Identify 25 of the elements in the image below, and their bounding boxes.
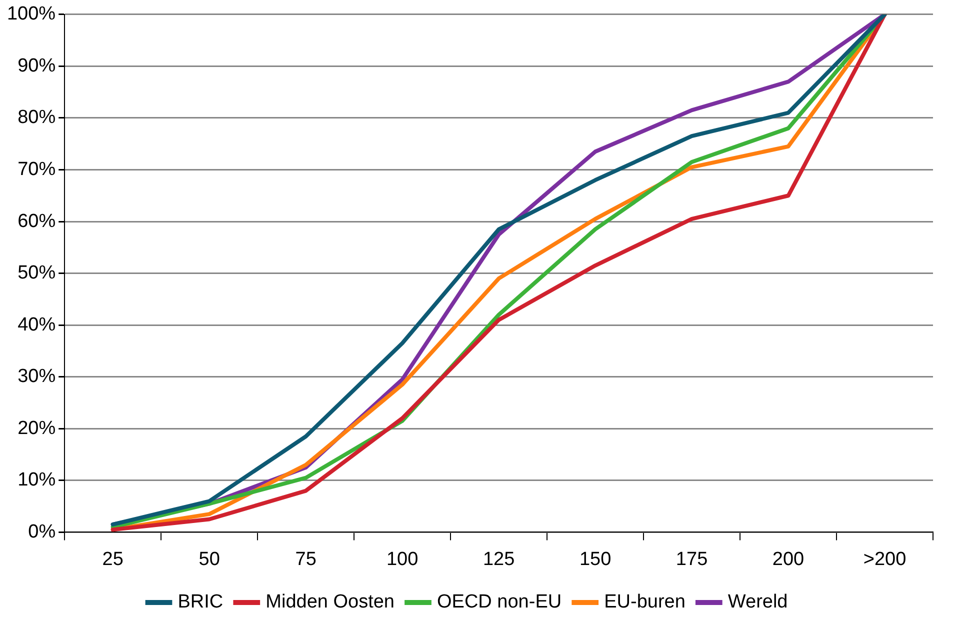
x-tick-label: 50 [198, 548, 220, 570]
x-tick-label: 175 [676, 548, 708, 570]
legend-label: OECD non-EU [437, 592, 562, 613]
x-tick-label: 200 [772, 548, 804, 570]
legend-label: Midden Oosten [266, 592, 395, 613]
x-tick-label: 125 [482, 548, 515, 570]
y-tick-label: 100% [6, 4, 56, 25]
y-tick-label: 30% [18, 366, 56, 388]
x-tick-label: 150 [579, 548, 612, 570]
y-tick-label: 20% [18, 418, 56, 439]
y-tick-label: 70% [18, 158, 56, 180]
y-tick-label: 80% [18, 107, 56, 128]
y-tick-label: 60% [18, 210, 56, 232]
x-tick-label: >200 [863, 548, 906, 570]
legend-label: EU-buren [604, 592, 686, 613]
x-tick-label: 25 [102, 548, 124, 570]
x-tick-label: 100 [386, 548, 418, 570]
x-tick-label: 75 [295, 548, 316, 570]
legend-label: Wereld [728, 592, 788, 613]
y-tick-label: 40% [18, 314, 56, 336]
y-tick-label: 10% [18, 470, 56, 491]
legend-label: BRIC [178, 592, 224, 613]
y-tick-label: 90% [18, 55, 56, 76]
y-tick-label: 50% [18, 262, 56, 284]
y-tick-label: 0% [28, 521, 56, 542]
